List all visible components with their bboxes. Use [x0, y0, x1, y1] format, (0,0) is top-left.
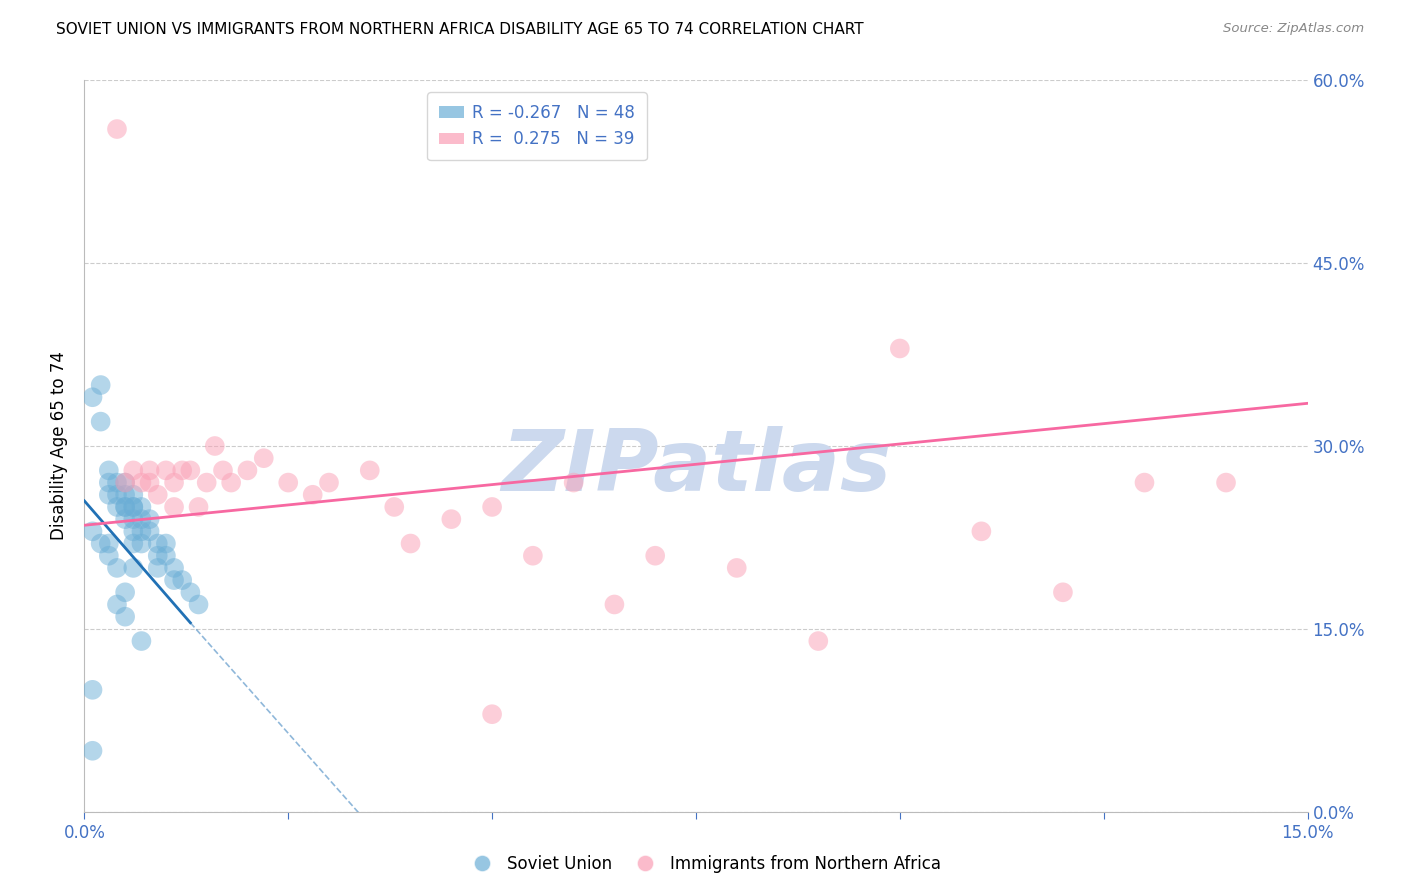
Point	[122, 500, 145, 514]
Point	[301, 488, 323, 502]
Point	[122, 536, 145, 550]
Point	[889, 342, 911, 356]
Point	[155, 463, 177, 477]
Point	[97, 488, 120, 502]
Point	[97, 475, 120, 490]
Point	[318, 475, 340, 490]
Text: SOVIET UNION VS IMMIGRANTS FROM NORTHERN AFRICA DISABILITY AGE 65 TO 74 CORRELAT: SOVIET UNION VS IMMIGRANTS FROM NORTHERN…	[56, 22, 863, 37]
Point	[219, 475, 242, 490]
Point	[163, 573, 186, 587]
Point	[122, 512, 145, 526]
Point	[138, 512, 160, 526]
Point	[105, 488, 128, 502]
Point	[105, 500, 128, 514]
Point	[138, 463, 160, 477]
Point	[172, 573, 194, 587]
Point	[163, 475, 186, 490]
Point	[970, 524, 993, 539]
Point	[481, 707, 503, 722]
Text: Source: ZipAtlas.com: Source: ZipAtlas.com	[1223, 22, 1364, 36]
Point	[122, 561, 145, 575]
Point	[807, 634, 830, 648]
Point	[114, 500, 136, 514]
Point	[212, 463, 235, 477]
Point	[1052, 585, 1074, 599]
Point	[138, 475, 160, 490]
Point	[105, 561, 128, 575]
Point	[1133, 475, 1156, 490]
Point	[105, 598, 128, 612]
Point	[90, 536, 112, 550]
Point	[90, 378, 112, 392]
Point	[187, 598, 209, 612]
Point	[440, 512, 463, 526]
Point	[131, 634, 153, 648]
Point	[179, 585, 201, 599]
Point	[97, 549, 120, 563]
Point	[195, 475, 218, 490]
Point	[187, 500, 209, 514]
Point	[131, 512, 153, 526]
Point	[131, 500, 153, 514]
Point	[725, 561, 748, 575]
Point	[146, 561, 169, 575]
Point	[562, 475, 585, 490]
Point	[114, 488, 136, 502]
Point	[1215, 475, 1237, 490]
Legend: R = -0.267   N = 48, R =  0.275   N = 39: R = -0.267 N = 48, R = 0.275 N = 39	[427, 92, 647, 160]
Point	[399, 536, 422, 550]
Text: ZIPatlas: ZIPatlas	[501, 426, 891, 509]
Point	[204, 439, 226, 453]
Point	[382, 500, 405, 514]
Point	[131, 475, 153, 490]
Point	[236, 463, 259, 477]
Point	[644, 549, 666, 563]
Point	[359, 463, 381, 477]
Point	[146, 488, 169, 502]
Point	[82, 390, 104, 404]
Point	[163, 561, 186, 575]
Point	[97, 463, 120, 477]
Point	[105, 122, 128, 136]
Point	[172, 463, 194, 477]
Point	[138, 524, 160, 539]
Point	[131, 524, 153, 539]
Point	[155, 536, 177, 550]
Point	[122, 488, 145, 502]
Point	[179, 463, 201, 477]
Point	[114, 475, 136, 490]
Point	[146, 536, 169, 550]
Y-axis label: Disability Age 65 to 74: Disability Age 65 to 74	[51, 351, 69, 541]
Point	[82, 524, 104, 539]
Point	[122, 500, 145, 514]
Point	[253, 451, 276, 466]
Point	[114, 585, 136, 599]
Point	[146, 549, 169, 563]
Point	[131, 536, 153, 550]
Point	[82, 744, 104, 758]
Point	[522, 549, 544, 563]
Point	[105, 475, 128, 490]
Point	[163, 500, 186, 514]
Point	[97, 536, 120, 550]
Legend: Soviet Union, Immigrants from Northern Africa: Soviet Union, Immigrants from Northern A…	[458, 848, 948, 880]
Point	[114, 500, 136, 514]
Point	[114, 475, 136, 490]
Point	[114, 609, 136, 624]
Point	[114, 512, 136, 526]
Point	[277, 475, 299, 490]
Point	[155, 549, 177, 563]
Point	[122, 524, 145, 539]
Point	[122, 463, 145, 477]
Point	[82, 682, 104, 697]
Point	[603, 598, 626, 612]
Point	[90, 415, 112, 429]
Point	[481, 500, 503, 514]
